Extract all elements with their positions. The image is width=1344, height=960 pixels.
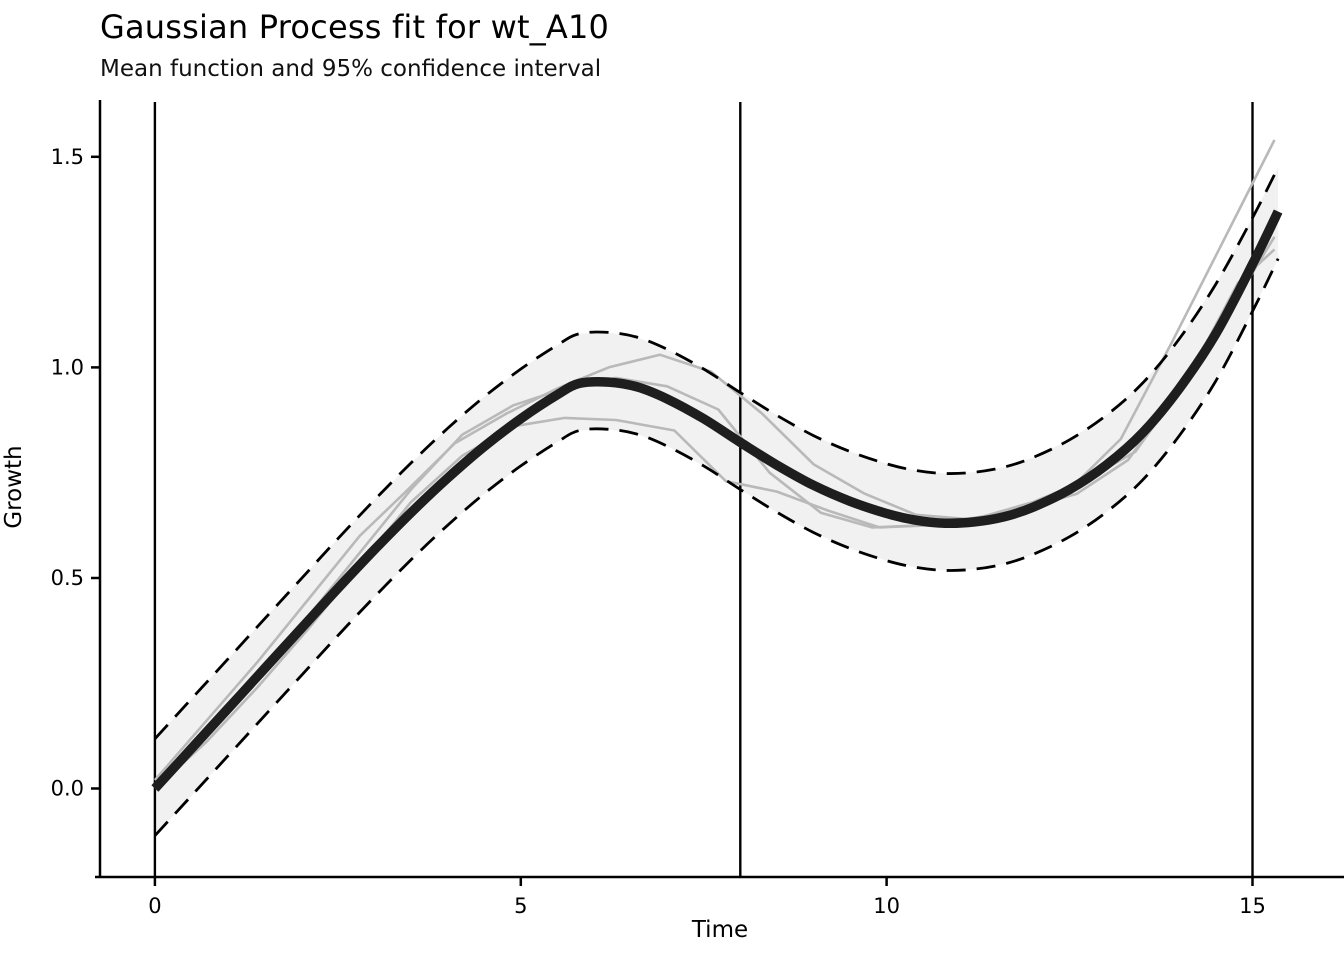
chart-subtitle: Mean function and 95% confidence interva… — [100, 56, 602, 82]
y-tick-label: 1.5 — [51, 145, 84, 169]
mean-curve — [151, 209, 1283, 792]
replicate-1-line — [153, 139, 1276, 781]
upper-ci-line — [153, 166, 1280, 740]
x-tick-label: 5 — [514, 894, 527, 918]
confidence-band — [154, 167, 1279, 836]
replicate-2-line — [153, 236, 1276, 786]
chart-title: Gaussian Process fit for wt_A10 — [100, 8, 610, 46]
y-tick-label: 0.5 — [51, 566, 84, 590]
x-tick-label: 15 — [1239, 894, 1266, 918]
lower-ci-line — [153, 258, 1280, 837]
x-tick-label: 10 — [873, 894, 900, 918]
x-axis-label: Time — [691, 917, 749, 943]
x-tick-label: 0 — [148, 894, 161, 918]
replicate-3-line — [154, 248, 1276, 790]
y-tick-label: 0.0 — [51, 777, 84, 801]
y-tick-label: 1.0 — [51, 355, 84, 379]
